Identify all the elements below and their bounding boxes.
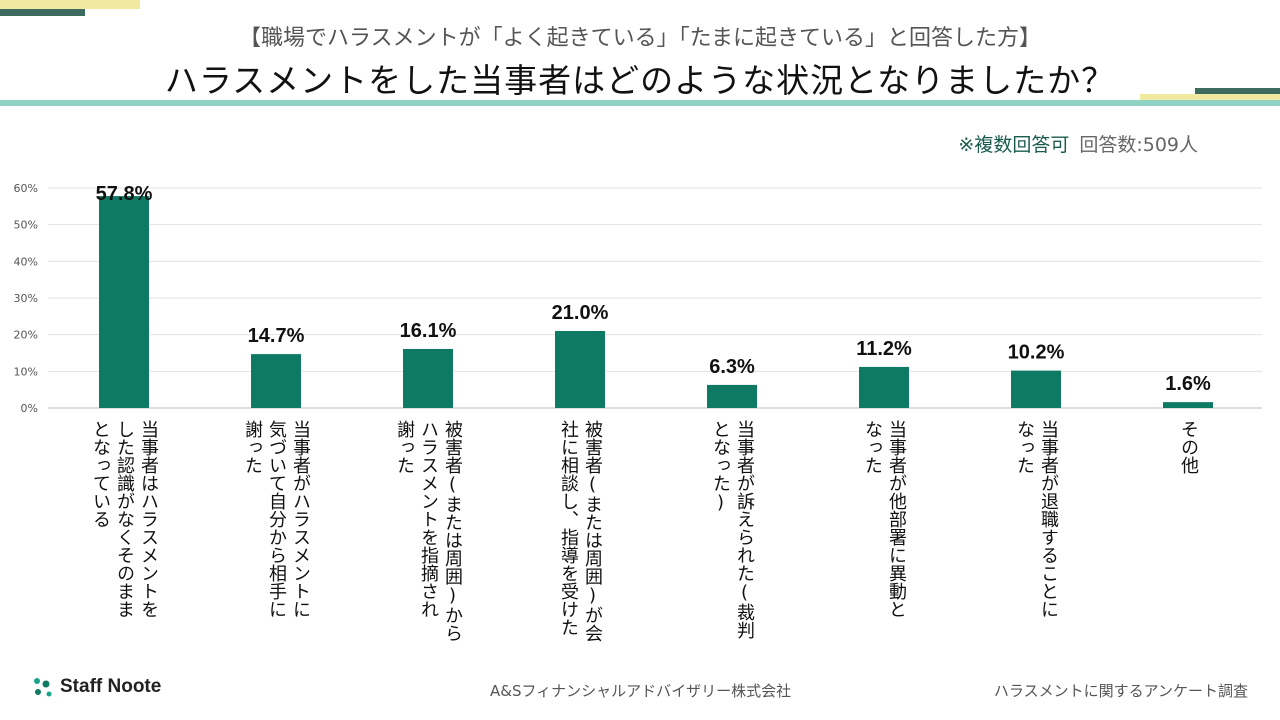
logo-text: Staff Noote <box>60 676 162 697</box>
x-label-cell: その他 <box>1133 420 1243 650</box>
x-tick-label: 被害者(または周囲)が会 社に相談し、指導を受けた <box>558 420 603 642</box>
multiple-answer-note: ※複数回答可 <box>958 134 1070 156</box>
bars <box>99 196 1213 408</box>
value-label: 57.8% <box>96 183 153 205</box>
y-tick-label: 40% <box>14 255 38 268</box>
right-dark-band <box>1195 88 1280 94</box>
x-label-cell: 当事者はハラスメントを した認識がなくそのまま となっている <box>69 420 179 650</box>
bar <box>99 196 149 408</box>
value-labels: 57.8% 14.7% 16.1% 21.0% 6.3% 11.2% 10.2% 1.6% <box>96 183 1211 395</box>
header-divider <box>0 100 1280 106</box>
response-note: ※複数回答可 回答数:509人 <box>958 130 1198 157</box>
value-label: 6.3% <box>709 356 755 378</box>
x-label-cell: 当事者がハラスメントに 気づいて自分から相手に 謝った <box>221 420 331 650</box>
top-yellow-band <box>0 0 140 9</box>
y-tick-label: 0% <box>21 402 38 415</box>
response-count: 回答数:509人 <box>1079 134 1198 156</box>
right-yellow-band <box>1140 94 1280 100</box>
y-tick-label: 60% <box>14 182 38 195</box>
bar <box>251 354 301 408</box>
y-tick-label: 50% <box>14 219 38 232</box>
x-tick-label: 当事者が他部署に異動と なった <box>862 420 907 618</box>
bar <box>1163 402 1213 408</box>
page-title: ハラスメントをした当事者はどのような状況となりましたか？ <box>164 61 1116 100</box>
logo-mark-icon <box>34 678 52 697</box>
footer-survey: ハラスメントに関するアンケート調査 <box>993 682 1248 700</box>
x-label-cell: 当事者が訴えられた(裁判 となった) <box>677 420 787 650</box>
x-tick-label: その他 <box>1178 420 1199 474</box>
staff-noote-logo: Staff Noote <box>32 676 161 698</box>
value-label: 16.1% <box>400 320 457 342</box>
x-tick-label: 当事者はハラスメントを した認識がなくそのまま となっている <box>90 420 159 618</box>
footer-company: A&Sフィナンシャルアドバイザリー株式会社 <box>490 682 792 700</box>
x-label-cell: 被害者(または周囲)から ハラスメントを指摘され 謝った <box>373 420 483 650</box>
y-tick-label: 30% <box>14 292 38 305</box>
x-label-cell: 当事者が退職することに なった <box>981 420 1091 650</box>
bar <box>707 384 757 408</box>
value-label: 10.2% <box>1008 342 1065 364</box>
x-label-cell: 当事者が他部署に異動と なった <box>829 420 939 650</box>
bar <box>859 366 909 408</box>
gridlines <box>48 187 1262 409</box>
value-label: 1.6% <box>1165 373 1211 395</box>
bar <box>1011 370 1061 408</box>
top-dark-band <box>0 9 85 16</box>
y-axis-ticks: 0% 10% 20% 30% 40% 50% 60% <box>14 182 38 415</box>
value-label: 21.0% <box>552 302 609 324</box>
subtitle: 【職場でハラスメントが「よく起きている」「たまに起きている」と回答した方】 <box>239 26 1041 51</box>
y-tick-label: 10% <box>14 365 38 378</box>
y-tick-label: 20% <box>14 329 38 342</box>
bar <box>555 331 605 408</box>
x-label-cell: 被害者(または周囲)が会 社に相談し、指導を受けた <box>525 420 635 650</box>
x-tick-label: 当事者が訴えられた(裁判 となった) <box>710 420 755 639</box>
value-label: 14.7% <box>248 325 305 347</box>
x-tick-label: 当事者がハラスメントに 気づいて自分から相手に 謝った <box>242 420 311 618</box>
value-label: 11.2% <box>856 338 912 360</box>
x-tick-label: 当事者が退職することに なった <box>1014 420 1059 618</box>
x-tick-label: 被害者(または周囲)から ハラスメントを指摘され 謝った <box>394 420 463 642</box>
bar <box>403 348 453 408</box>
bar-chart: 0% 10% 20% 30% 40% 50% 60% 57.8% 14.7% 16.1% 21.0… <box>14 182 1262 415</box>
